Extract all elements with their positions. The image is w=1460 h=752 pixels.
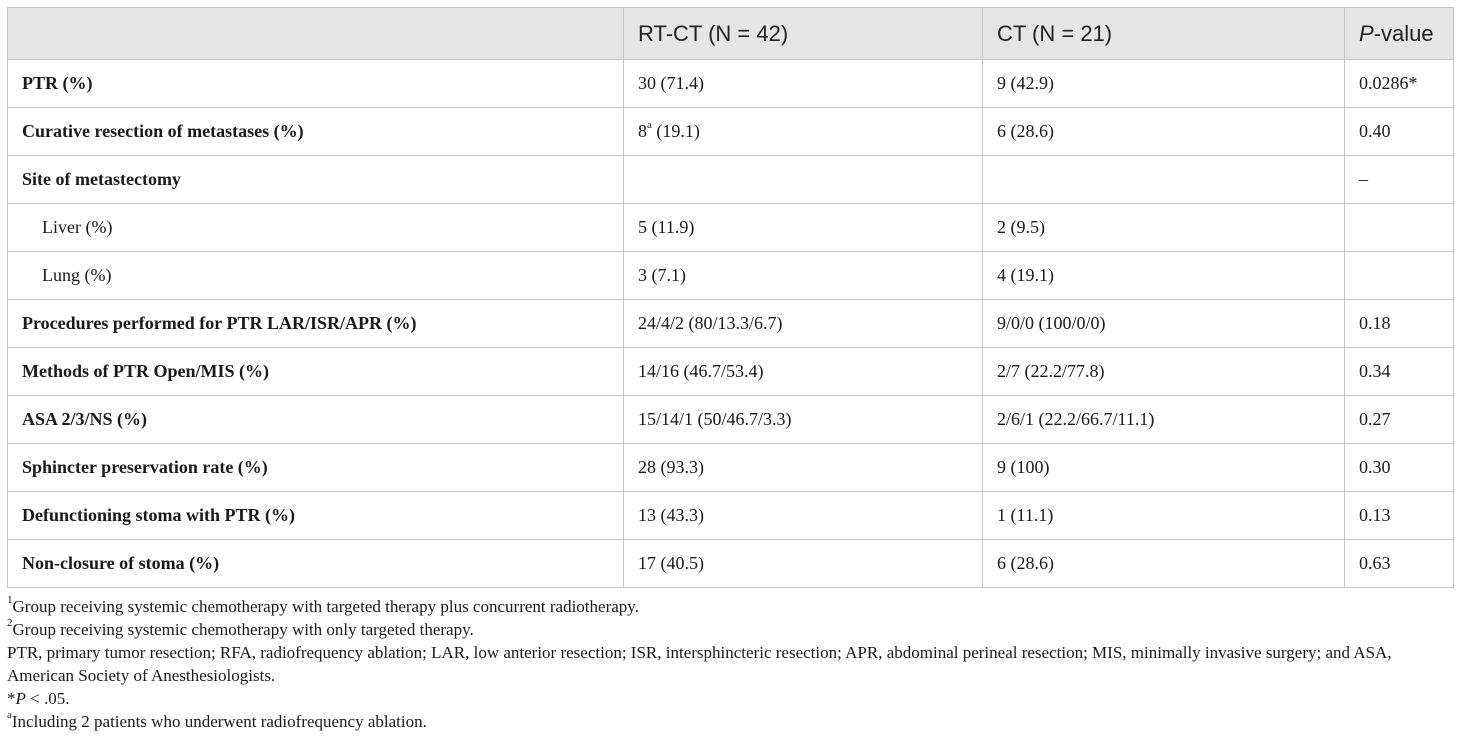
table-row: Lung (%) 3 (7.1) 4 (19.1): [7, 251, 1454, 300]
cell-p-value: –: [1344, 155, 1454, 204]
header-p-value: P-value: [1344, 7, 1454, 60]
cell-rt-ct: 15/14/1 (50/46.7/3.3): [623, 395, 983, 444]
footnote-a-marker: a: [7, 709, 12, 722]
footnote-abbreviations: PTR, primary tumor resection; RFA, radio…: [7, 643, 1392, 685]
row-label: PTR (%): [7, 59, 624, 108]
cell-rt-ct: 30 (71.4): [623, 59, 983, 108]
table-row: Liver (%) 5 (11.9) 2 (9.5): [7, 203, 1454, 252]
cell-ct: 2/7 (22.2/77.8): [982, 347, 1345, 396]
header-blank: [7, 7, 624, 60]
cell-ct: 2 (9.5): [982, 203, 1345, 252]
cell-rt-ct-rest: (19.1): [651, 121, 700, 141]
cell-rt-ct: 8a (19.1): [623, 107, 983, 156]
cell-p-value: 0.40: [1344, 107, 1454, 156]
cell-ct: [982, 155, 1345, 204]
table-header-row: RT-CT (N = 42) CT (N = 21) P-value: [7, 7, 1454, 60]
cell-ct: 6 (28.6): [982, 107, 1345, 156]
table-row: PTR (%) 30 (71.4) 9 (42.9) 0.0286*: [7, 59, 1454, 108]
header-ct: CT (N = 21): [982, 7, 1345, 60]
footnote-marker-a: a: [647, 119, 652, 131]
row-label: Sphincter preservation rate (%): [7, 443, 624, 492]
cell-rt-ct: 5 (11.9): [623, 203, 983, 252]
table-row: Methods of PTR Open/MIS (%) 14/16 (46.7/…: [7, 347, 1454, 396]
row-label: Curative resection of metastases (%): [7, 107, 624, 156]
cell-p-value: 0.34: [1344, 347, 1454, 396]
cell-ct: 2/6/1 (22.2/66.7/11.1): [982, 395, 1345, 444]
cell-rt-ct-base: 8: [638, 121, 647, 141]
cell-p-value: 0.18: [1344, 299, 1454, 348]
table-row: Procedures performed for PTR LAR/ISR/APR…: [7, 299, 1454, 348]
cell-p-value: 0.0286*: [1344, 59, 1454, 108]
footnote-2-marker: 2: [7, 617, 13, 630]
cell-rt-ct: [623, 155, 983, 204]
row-label: ASA 2/3/NS (%): [7, 395, 624, 444]
cell-rt-ct: 28 (93.3): [623, 443, 983, 492]
footnote-p-italic: P: [15, 689, 26, 708]
footnote-1-marker: 1: [7, 594, 13, 607]
cell-rt-ct: 14/16 (46.7/53.4): [623, 347, 983, 396]
footnote-a: aIncluding 2 patients who underwent radi…: [7, 710, 1453, 733]
table-footnotes: 1Group receiving systemic chemotherapy w…: [7, 595, 1453, 733]
footnote-1-text: Group receiving systemic chemotherapy wi…: [12, 597, 639, 616]
cell-ct: 9/0/0 (100/0/0): [982, 299, 1345, 348]
footnote-significance: *P < .05.: [7, 687, 1453, 710]
table-row: ASA 2/3/NS (%) 15/14/1 (50/46.7/3.3) 2/6…: [7, 395, 1454, 444]
cell-ct: 1 (11.1): [982, 491, 1345, 540]
footnote-star: *: [7, 689, 16, 708]
footnote-1: 1Group receiving systemic chemotherapy w…: [7, 595, 1453, 618]
footnote-2-text: Group receiving systemic chemotherapy wi…: [12, 620, 474, 639]
header-p-italic: P: [1359, 20, 1374, 46]
header-rt-ct: RT-CT (N = 42): [623, 7, 983, 60]
cell-p-value: [1344, 251, 1454, 300]
cell-rt-ct: 13 (43.3): [623, 491, 983, 540]
row-label-sub: Liver (%): [7, 203, 624, 252]
row-label: Methods of PTR Open/MIS (%): [7, 347, 624, 396]
cell-ct: 9 (42.9): [982, 59, 1345, 108]
cell-ct: 6 (28.6): [982, 539, 1345, 588]
cell-rt-ct: 24/4/2 (80/13.3/6.7): [623, 299, 983, 348]
table-row: Curative resection of metastases (%) 8a …: [7, 107, 1454, 156]
cell-ct: 4 (19.1): [982, 251, 1345, 300]
cell-p-value: [1344, 203, 1454, 252]
row-label: Procedures performed for PTR LAR/ISR/APR…: [7, 299, 624, 348]
table-row: Site of metastectomy –: [7, 155, 1454, 204]
cell-p-value: 0.30: [1344, 443, 1454, 492]
header-p-rest: -value: [1373, 20, 1434, 46]
table-row: Defunctioning stoma with PTR (%) 13 (43.…: [7, 491, 1454, 540]
footnote-2: 2Group receiving systemic chemotherapy w…: [7, 618, 1453, 641]
row-label-sub: Lung (%): [7, 251, 624, 300]
cell-rt-ct: 17 (40.5): [623, 539, 983, 588]
results-table-container: RT-CT (N = 42) CT (N = 21) P-value PTR (…: [7, 7, 1454, 733]
cell-rt-ct: 3 (7.1): [623, 251, 983, 300]
table-row: Non-closure of stoma (%) 17 (40.5) 6 (28…: [7, 539, 1454, 588]
footnote-sig-rest: < .05.: [25, 689, 70, 708]
results-table: RT-CT (N = 42) CT (N = 21) P-value PTR (…: [7, 7, 1454, 588]
row-label: Defunctioning stoma with PTR (%): [7, 491, 624, 540]
row-label: Non-closure of stoma (%): [7, 539, 624, 588]
footnote-a-text: Including 2 patients who underwent radio…: [11, 712, 427, 731]
cell-ct: 9 (100): [982, 443, 1345, 492]
cell-p-value: 0.27: [1344, 395, 1454, 444]
cell-p-value: 0.63: [1344, 539, 1454, 588]
table-row: Sphincter preservation rate (%) 28 (93.3…: [7, 443, 1454, 492]
row-label: Site of metastectomy: [7, 155, 624, 204]
cell-p-value: 0.13: [1344, 491, 1454, 540]
